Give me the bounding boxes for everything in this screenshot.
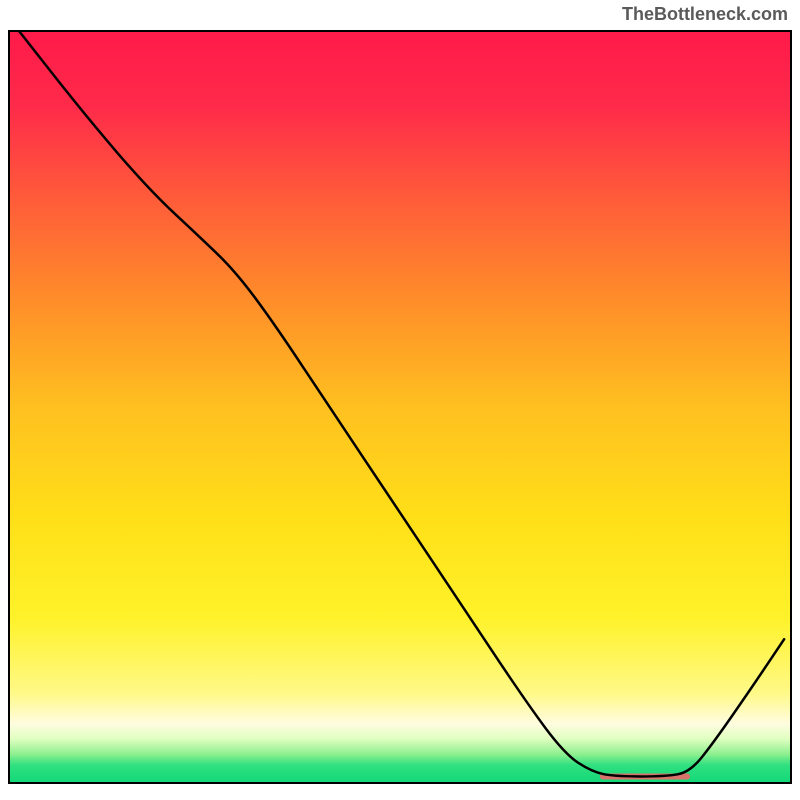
bottleneck-chart <box>8 30 792 784</box>
watermark-text: TheBottleneck.com <box>622 4 788 25</box>
chart-svg <box>8 30 792 784</box>
